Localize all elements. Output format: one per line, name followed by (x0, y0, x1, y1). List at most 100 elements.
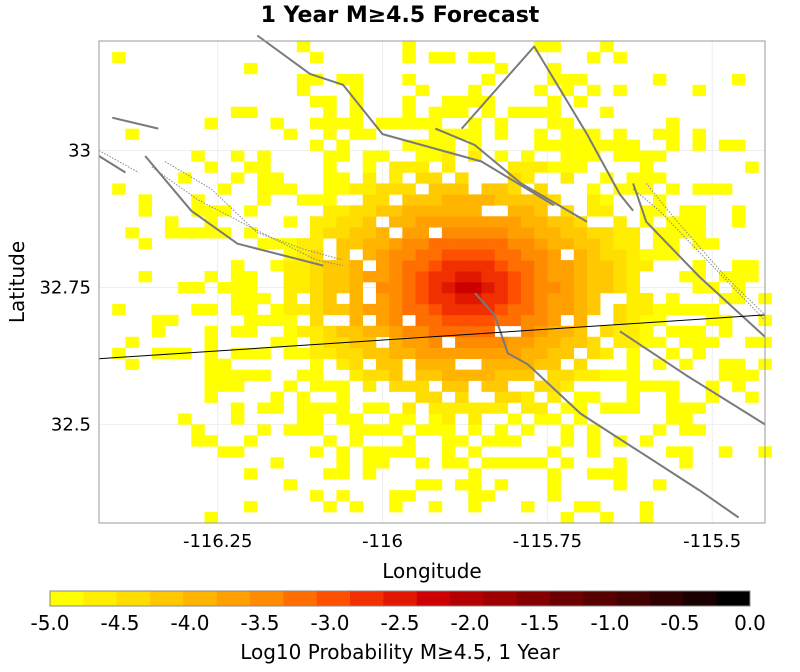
probability-cell (402, 95, 416, 108)
probability-cell (310, 490, 324, 502)
probability-cell (639, 292, 654, 305)
probability-cell (402, 139, 416, 151)
probability-cell (692, 282, 706, 294)
probability-cell (560, 161, 575, 173)
probability-cell (468, 479, 482, 491)
probability-cell (573, 161, 588, 173)
probability-cell (639, 435, 654, 447)
probability-cell (521, 501, 535, 513)
probability-cell (652, 172, 667, 184)
probability-cell (586, 391, 601, 403)
probability-cell (573, 271, 588, 283)
probability-cell (481, 325, 495, 338)
probability-cell (468, 227, 482, 239)
probability-cell (626, 314, 641, 327)
probability-cell (626, 325, 641, 338)
probability-cell (468, 205, 482, 217)
probability-cell (415, 424, 429, 436)
fault-trace (144, 155, 324, 267)
probability-cell (362, 205, 377, 217)
probability-cell (389, 238, 403, 250)
probability-cell (125, 336, 139, 349)
probability-cell (494, 194, 509, 206)
probability-cell (296, 282, 311, 294)
probability-cell (639, 325, 654, 338)
probability-cell (230, 150, 245, 162)
probability-cell (666, 413, 680, 425)
probability-cell (666, 128, 680, 140)
probability-cell (600, 205, 614, 217)
probability-cell (507, 260, 522, 272)
probability-cell (402, 260, 416, 272)
probability-cell (428, 106, 443, 118)
probability-cell (362, 216, 377, 228)
probability-cell (560, 369, 575, 381)
colorbar-tick-label: -1.5 (520, 611, 559, 635)
probability-cell (468, 194, 482, 206)
probability-cell (534, 282, 548, 294)
probability-cell (230, 402, 245, 414)
probability-cell (600, 468, 614, 480)
probability-cell (679, 271, 693, 283)
probability-cell (600, 512, 614, 524)
probability-cell (362, 238, 377, 250)
probability-cell (600, 238, 614, 250)
probability-cell (613, 303, 627, 316)
probability-cell (191, 194, 205, 206)
probability-cell (481, 282, 495, 294)
probability-cell (468, 271, 482, 283)
probability-cell (428, 424, 443, 436)
probability-cell (349, 183, 364, 195)
probability-cell (389, 260, 403, 272)
colorbar-swatch (650, 591, 684, 606)
probability-cell (415, 391, 429, 403)
probability-cell (560, 216, 575, 228)
probability-cell (323, 128, 337, 140)
probability-cell (402, 292, 416, 305)
probability-cell (586, 128, 601, 140)
probability-cell (375, 424, 390, 436)
probability-cell (283, 336, 298, 349)
fault-zone-outline (632, 188, 766, 321)
fault-trace (460, 45, 634, 212)
probability-cell (494, 150, 509, 162)
probability-cell (362, 183, 377, 195)
probability-cell (468, 369, 482, 381)
probability-cell (270, 172, 284, 184)
probability-cell (652, 336, 667, 349)
probability-cell (507, 435, 522, 447)
probability-cell (494, 479, 509, 491)
colorbar-swatch (450, 591, 484, 606)
probability-cell (362, 172, 377, 184)
probability-cell (639, 172, 654, 184)
probability-cell (481, 260, 495, 272)
probability-cell (151, 347, 166, 359)
probability-cell (402, 117, 416, 129)
colorbar-tick-label: -4.0 (170, 611, 209, 635)
probability-cell (402, 205, 416, 217)
probability-cell (402, 402, 416, 414)
probability-cell (336, 325, 350, 338)
probability-cell (560, 336, 575, 349)
probability-cell (257, 150, 271, 162)
probability-cell (481, 73, 495, 86)
colorbar-ticks: -5.0 -4.5 -4.0 -3.5 -3.0 -2.5 -2.0 -1.5 -1.0 -0.5… (30, 611, 765, 635)
probability-cell (521, 402, 535, 414)
probability-cell (494, 347, 509, 359)
probability-cell (402, 238, 416, 250)
probability-cell (257, 424, 271, 436)
probability-cell (560, 402, 575, 414)
probability-cell (639, 260, 654, 272)
probability-cell (586, 150, 601, 162)
probability-cell (507, 358, 522, 370)
probability-cell (428, 183, 443, 195)
probability-cell (613, 402, 627, 414)
probability-cell (310, 402, 324, 414)
probability-cell (428, 325, 443, 338)
probability-cell (534, 303, 548, 316)
probability-cell (626, 292, 641, 305)
probability-cell (428, 479, 443, 491)
probability-cell (705, 238, 720, 250)
probability-cell (705, 391, 720, 403)
probability-cell (626, 150, 641, 162)
